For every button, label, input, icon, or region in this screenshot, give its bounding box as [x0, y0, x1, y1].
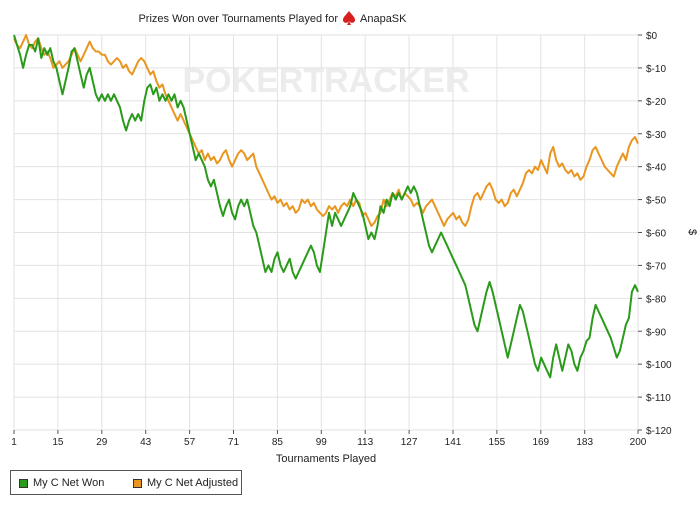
y-axis: $0 $-10 $-20 $-30 $-40 $-50 $-60 $-70 $-80 $-90 $-…: [638, 31, 672, 437]
x-tick-label: 71: [228, 437, 240, 448]
legend-item-net-won[interactable]: My C Net Won: [19, 477, 104, 489]
y-tick-label: $-100: [646, 360, 672, 371]
grid: [13, 34, 639, 431]
chart-title-player: AnapaSK: [360, 13, 407, 25]
x-tick-label: 15: [52, 437, 64, 448]
y-tick-label: $-10: [646, 64, 666, 75]
x-tick-label: 57: [184, 437, 196, 448]
watermark-text: POKERTRACKER: [182, 62, 469, 100]
legend-label-net-adjusted: My C Net Adjusted: [147, 477, 239, 489]
x-tick-label: 127: [401, 437, 418, 448]
chart-title-prefix: Prizes Won over Tournaments Played for: [138, 13, 338, 25]
legend-item-net-adjusted[interactable]: My C Net Adjusted: [133, 477, 238, 489]
y-tick-label: $-60: [646, 229, 666, 240]
y-tick-label: $-120: [646, 426, 672, 437]
y-tick-label: $-80: [646, 294, 666, 305]
legend-swatch-net-adjusted: [133, 478, 142, 488]
y-tick-label: $-40: [646, 163, 666, 174]
x-tick-label: 43: [140, 437, 152, 448]
y-tick-label: $-50: [646, 196, 666, 207]
y-tick-label: $-70: [646, 261, 666, 272]
legend: My C Net Won My C Net Adjusted: [10, 470, 242, 495]
x-tick-label: 29: [96, 437, 108, 448]
x-tick-label: 183: [576, 437, 593, 448]
series-line-net-adjusted: [13, 34, 639, 227]
series-line-net-won: [13, 34, 639, 379]
x-tick-label: 113: [357, 437, 373, 448]
pokerstars-icon: [343, 11, 355, 25]
x-tick-label: 200: [630, 437, 647, 448]
x-tick-label: 85: [272, 437, 284, 448]
y-tick-label: $-90: [646, 327, 666, 338]
x-tick-label: 99: [316, 437, 328, 448]
y-tick-label: $-30: [646, 130, 666, 141]
x-axis-label: Tournaments Played: [276, 453, 376, 465]
x-axis: 1 15 29 43 57 71 85 99 113 127 141 155 169 183 200: [11, 430, 647, 448]
y-tick-label: $-20: [646, 97, 666, 108]
x-tick-label: 1: [11, 437, 17, 448]
x-tick-label: 169: [532, 437, 549, 448]
y-tick-label: $0: [646, 31, 658, 42]
legend-label-net-won: My C Net Won: [33, 477, 105, 489]
y-axis-label: $: [686, 229, 698, 235]
x-tick-label: 141: [445, 437, 462, 448]
x-tick-label: 155: [489, 437, 506, 448]
legend-swatch-net-won: [19, 478, 28, 488]
y-tick-label: $-110: [646, 393, 671, 404]
series-layer: [13, 34, 639, 379]
